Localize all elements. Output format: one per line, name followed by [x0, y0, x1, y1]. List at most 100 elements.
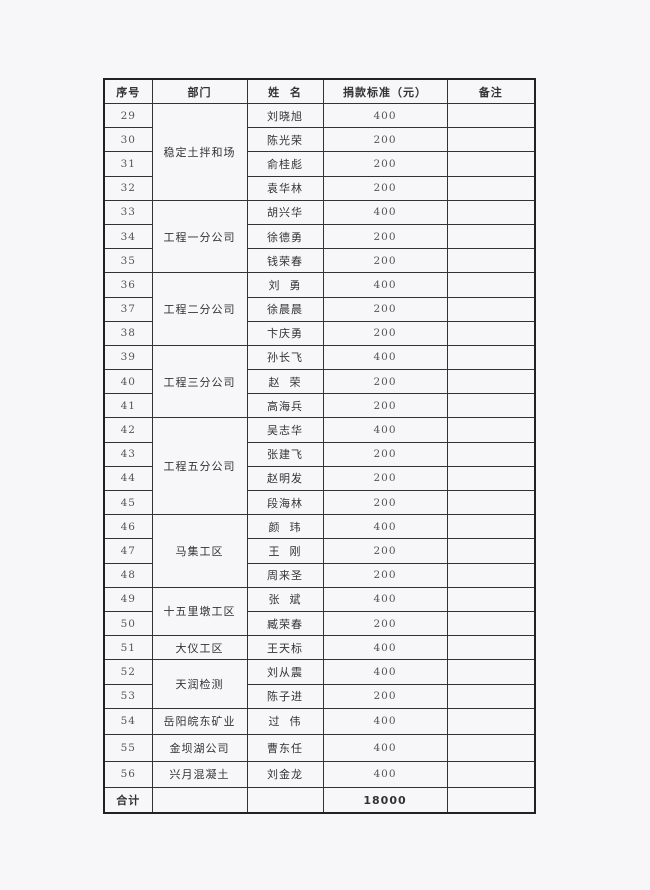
table-row: 51 大仪工区 王天标 400	[103, 635, 536, 661]
remarks-cell	[446, 417, 536, 443]
person-name: 王天标	[246, 635, 324, 661]
table-row: 45 段海林 200	[103, 489, 536, 516]
row-number: 31	[103, 151, 153, 177]
header-remarks: 备注	[446, 78, 536, 104]
row-number: 30	[103, 127, 153, 153]
donation-amount: 400	[322, 344, 448, 371]
person-name: 袁华林	[246, 175, 324, 201]
department-cell: 工程二分公司	[151, 272, 248, 346]
row-number: 35	[103, 248, 153, 274]
donation-amount: 400	[322, 514, 448, 540]
remarks-cell	[446, 199, 536, 225]
total-row: 合计 18000	[103, 787, 536, 814]
total-name-cell	[246, 787, 324, 814]
row-number: 32	[103, 175, 153, 201]
table-row: 46 马集工区颜 玮 400	[103, 514, 536, 588]
table-row: 37 徐晨晨 200	[103, 296, 536, 322]
donation-amount: 200	[322, 296, 448, 322]
row-number: 33	[103, 199, 153, 225]
row-number: 29	[103, 102, 153, 129]
donation-amount: 200	[322, 489, 448, 516]
remarks-cell	[446, 296, 536, 322]
person-name: 胡兴华	[246, 199, 324, 225]
person-name: 张建飞	[246, 441, 324, 467]
table-row: 34 徐德勇 200	[103, 223, 536, 250]
department-cell: 兴月混凝土	[151, 760, 248, 789]
person-name: 孙长飞	[246, 344, 324, 371]
donation-amount: 200	[322, 369, 448, 395]
row-number: 54	[103, 707, 153, 736]
donation-amount: 200	[322, 175, 448, 201]
row-number: 40	[103, 369, 153, 395]
table-row: 50 臧荣春 200	[103, 610, 536, 637]
remarks-cell	[446, 248, 536, 274]
donation-amount: 400	[322, 760, 448, 789]
table-row: 47 王 刚 200	[103, 538, 536, 564]
department-cell: 岳阳皖东矿业	[151, 707, 248, 736]
table-row: 48 周来圣 200	[103, 562, 536, 588]
person-name: 王 刚	[246, 538, 324, 564]
table-row: 36 工程二分公司刘 勇 400	[103, 272, 536, 346]
department-cell: 马集工区	[151, 514, 248, 588]
remarks-cell	[446, 272, 536, 298]
donation-amount: 200	[322, 538, 448, 564]
total-label: 合计	[103, 787, 153, 814]
remarks-cell	[446, 514, 536, 540]
row-number: 36	[103, 272, 153, 298]
donation-amount: 200	[322, 441, 448, 467]
table-row: 43 张建飞 200	[103, 441, 536, 467]
table-row: 52 天润检测 刘从震 400	[103, 659, 536, 709]
table-row: 41 高海兵 200	[103, 393, 536, 419]
remarks-cell	[446, 344, 536, 371]
table-row: 33 工程一分公司 胡兴华 400	[103, 199, 536, 274]
remarks-cell	[446, 707, 536, 736]
table-row: 44 赵明发 200	[103, 465, 536, 492]
department-cell: 天润检测	[151, 659, 248, 709]
donation-amount: 200	[322, 127, 448, 153]
row-number: 41	[103, 393, 153, 419]
donation-amount: 400	[322, 734, 448, 762]
row-number: 47	[103, 538, 153, 564]
person-name: 徐德勇	[246, 223, 324, 250]
donation-table: 序号 部门 姓 名 捐款标准（元） 备注 29 稳定土拌和场 刘晓旭 400 30 陈光荣…	[103, 78, 536, 815]
remarks-cell	[446, 683, 536, 709]
person-name: 俞桂彪	[246, 151, 324, 177]
donation-amount: 400	[322, 417, 448, 443]
remarks-cell	[446, 586, 536, 612]
donation-amount: 400	[322, 586, 448, 612]
department-cell: 十五里墩工区	[151, 586, 248, 637]
person-name: 周来圣	[246, 562, 324, 588]
remarks-cell	[446, 102, 536, 129]
person-name: 卞庆勇	[246, 320, 324, 346]
row-number: 52	[103, 659, 153, 685]
remarks-cell	[446, 635, 536, 661]
remarks-cell	[446, 175, 536, 201]
department-cell: 大仪工区	[151, 635, 248, 661]
person-name: 曹东任	[246, 734, 324, 762]
donation-amount: 200	[322, 320, 448, 346]
header-no: 序号	[103, 78, 153, 104]
remarks-cell	[446, 320, 536, 346]
person-name: 刘金龙	[246, 760, 324, 789]
person-name: 刘从震	[246, 659, 324, 685]
donation-amount: 200	[322, 248, 448, 274]
donation-amount: 200	[322, 562, 448, 588]
person-name: 刘晓旭	[246, 102, 324, 129]
remarks-cell	[446, 760, 536, 789]
row-number: 49	[103, 586, 153, 612]
person-name: 吴志华	[246, 417, 324, 443]
table-row: 39 工程三分公司 孙长飞 400	[103, 344, 536, 419]
remarks-cell	[446, 489, 536, 516]
remarks-cell	[446, 441, 536, 467]
remarks-cell	[446, 465, 536, 492]
person-name: 陈光荣	[246, 127, 324, 153]
remarks-cell	[446, 151, 536, 177]
row-number: 48	[103, 562, 153, 588]
remarks-cell	[446, 223, 536, 250]
row-number: 42	[103, 417, 153, 443]
donation-amount: 400	[322, 199, 448, 225]
remarks-cell	[446, 127, 536, 153]
person-name: 赵 荣	[246, 369, 324, 395]
person-name: 刘 勇	[246, 272, 324, 298]
person-name: 钱荣春	[246, 248, 324, 274]
